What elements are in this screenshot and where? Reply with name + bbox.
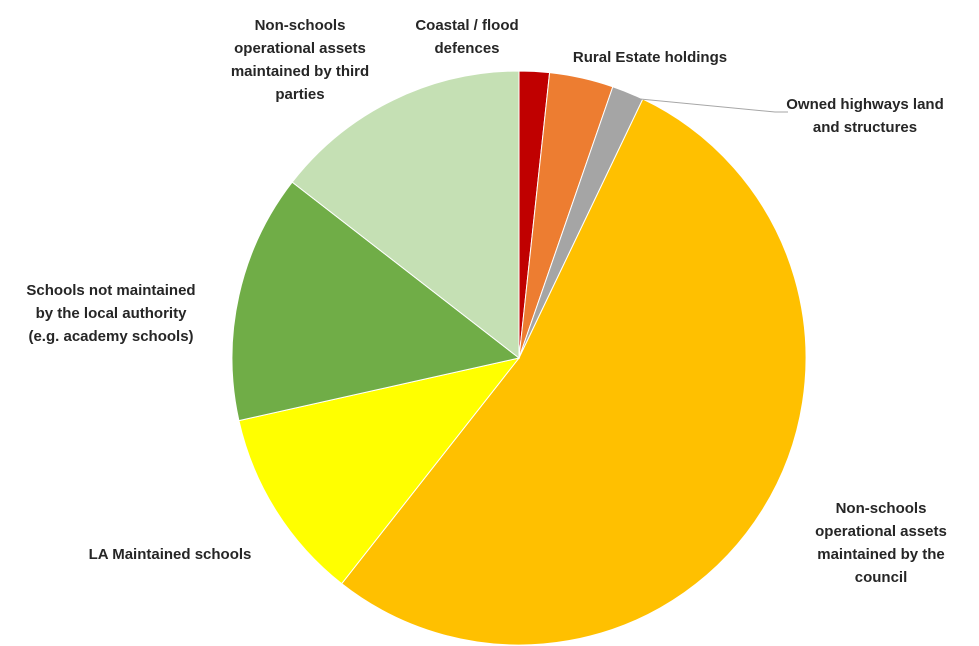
pie-slice-schools-not-maintained-by-the-local-authority-e-g-academy-schools: [231, 181, 521, 422]
pie-slice-non-schools-operational-assets-maintained-by-the-council: [340, 98, 807, 646]
slice-labels: Coastal / flood defences Rural Estate hold…: [26, 17, 946, 586]
leader-lines: [629, 97, 788, 113]
slice-label-non-schools-operational-assets-maintained-by-third-parties: Non-schools operational assets maintained …: [231, 17, 369, 103]
pie-slices: [231, 70, 807, 646]
slice-label-rural-estate-holdings: Rural Estate holdings: [573, 49, 727, 66]
slice-label-owned-highways-land-and-structures: Owned highways land and structures: [786, 96, 944, 136]
slice-label-coastal-flood-defences: Coastal / flood defences: [415, 17, 518, 57]
slice-label-non-schools-operational-assets-maintained-by-the-council: Non-schools operational assets maintained …: [815, 500, 947, 586]
pie-slice-non-schools-operational-assets-maintained-by-third-parties: [291, 70, 520, 360]
leader-line-owned-highways-land-and-structures: [629, 97, 788, 113]
slice-label-schools-not-maintained-by-the-local-authority-e-g-academy-schools: Schools not maintained by the local autho…: [26, 282, 195, 345]
pie-slice-la-maintained-schools: [238, 357, 521, 585]
slice-label-la-maintained-schools: LA Maintained schools: [89, 546, 252, 563]
